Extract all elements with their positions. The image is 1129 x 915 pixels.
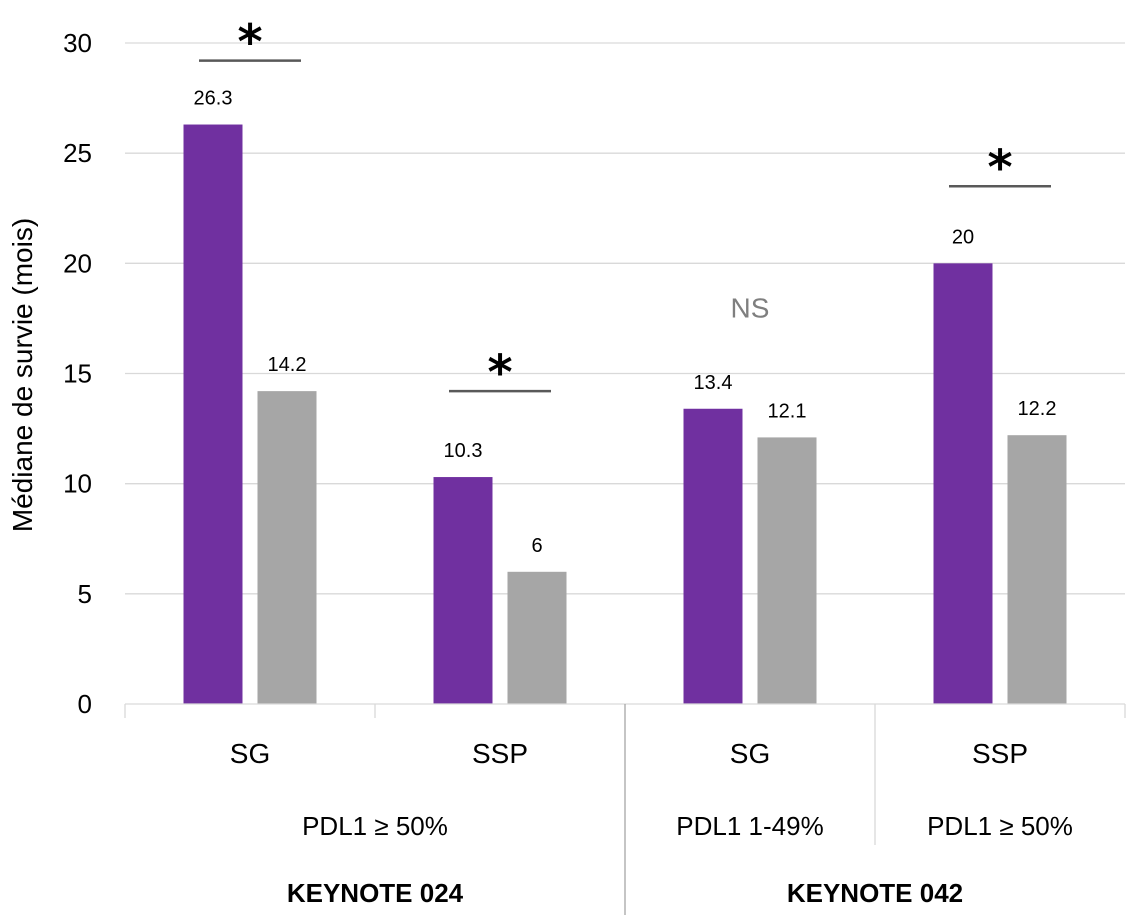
study-label: KEYNOTE 024: [287, 878, 464, 908]
significance-star: *: [237, 15, 262, 71]
data-label: 12.2: [1018, 398, 1057, 420]
significance-annotations: * * NS *: [199, 15, 1051, 401]
bar-purple: [183, 124, 243, 705]
not-significant-label: NS: [731, 292, 770, 323]
data-label: 26.3: [194, 88, 233, 110]
y-tick-label: 20: [63, 248, 92, 278]
y-tick-label: 5: [78, 579, 92, 609]
y-tick-label: 15: [63, 359, 92, 389]
x-axis: [124, 703, 1126, 915]
bar-purple: [433, 477, 493, 704]
pdl1-group-label: PDL1 1-49%: [676, 811, 823, 841]
pdl1-group-label: PDL1 ≥ 50%: [302, 811, 448, 841]
significance-star: *: [987, 140, 1012, 196]
bar-gray: [757, 437, 817, 704]
data-label: 20: [952, 226, 974, 248]
x-category-label: SG: [730, 738, 770, 769]
data-label: 10.3: [444, 440, 483, 462]
x-category-label: SSP: [972, 738, 1028, 769]
bar-gray: [507, 571, 567, 704]
bar-purple: [933, 263, 993, 704]
data-label: 14.2: [268, 354, 307, 376]
x-axis-categories: SG SSP SG SSP PDL1 ≥ 50% PDL1 1-49% PDL1 ≥ 50%…: [230, 738, 1073, 908]
bars: [183, 124, 1067, 705]
bar-gray: [257, 391, 317, 704]
y-axis-label: Médiane de survie (mois): [7, 218, 38, 532]
data-label: 12.1: [768, 400, 807, 422]
study-label: KEYNOTE 042: [787, 878, 963, 908]
bar-purple: [683, 408, 743, 704]
pdl1-group-label: PDL1 ≥ 50%: [927, 811, 1073, 841]
y-axis-ticks: 0 5 10 15 20 25 30: [63, 28, 92, 719]
data-label: 6: [531, 535, 542, 557]
x-category-label: SSP: [472, 738, 528, 769]
data-label: 13.4: [694, 372, 733, 394]
y-tick-label: 0: [78, 689, 92, 719]
x-category-label: SG: [230, 738, 270, 769]
bar-gray: [1007, 435, 1067, 704]
y-tick-label: 10: [63, 469, 92, 499]
data-labels: 26.3 14.2 10.3 6 13.4 12.1 20 12.2: [194, 88, 1057, 557]
y-tick-label: 30: [63, 28, 92, 58]
significance-star: *: [487, 345, 512, 401]
y-tick-label: 25: [63, 138, 92, 168]
